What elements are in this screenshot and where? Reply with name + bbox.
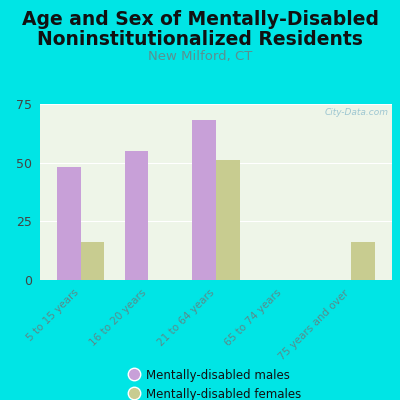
Text: City-Data.com: City-Data.com [324, 108, 388, 116]
Bar [57, 167, 81, 280]
Text: Age and Sex of Mentally-Disabled: Age and Sex of Mentally-Disabled [22, 10, 378, 29]
Bar [351, 242, 375, 280]
Bar [125, 151, 148, 280]
Text: New Milford, CT: New Milford, CT [148, 50, 252, 63]
Legend: Mentally-disabled males, Mentally-disabled females: Mentally-disabled males, Mentally-disabl… [131, 369, 301, 400]
Bar [216, 160, 240, 280]
Text: Noninstitutionalized Residents: Noninstitutionalized Residents [37, 30, 363, 49]
Bar [192, 120, 216, 280]
Bar [81, 242, 104, 280]
